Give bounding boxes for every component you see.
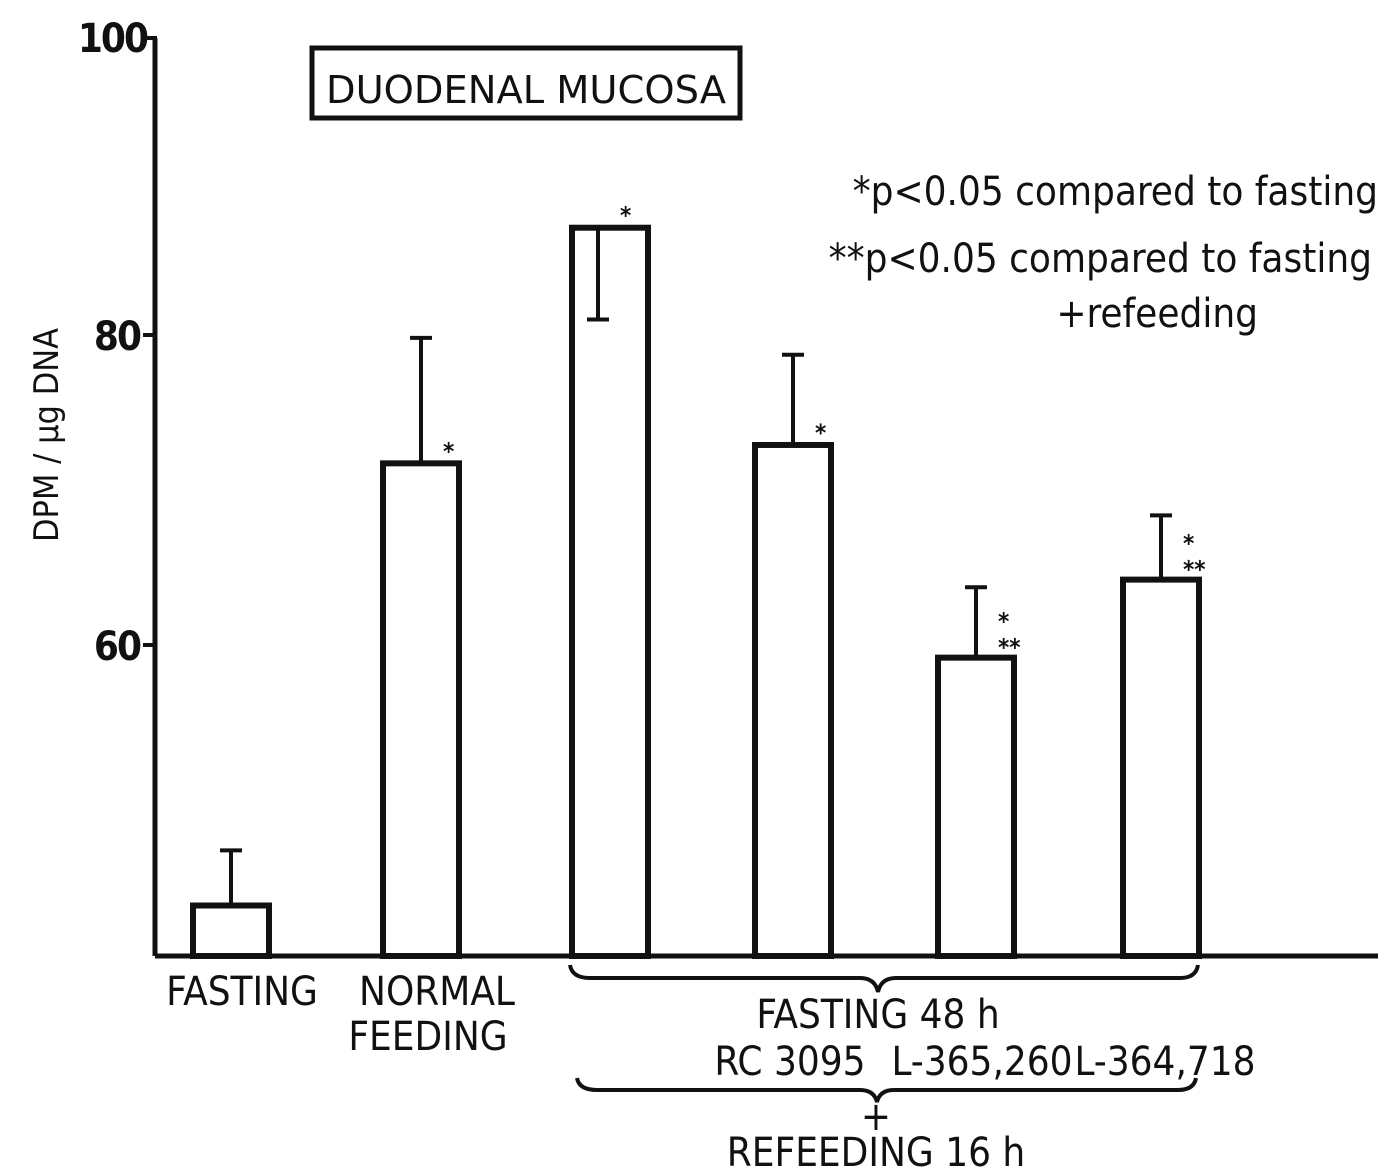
bar-2 <box>569 224 651 960</box>
group-label-fasting-48h: FASTING 48 h <box>756 992 999 1038</box>
y-tick-label-80: 80 <box>94 314 141 360</box>
legend-line-3: +refeeding <box>1056 291 1258 337</box>
bars-group: ********* <box>190 202 1206 960</box>
bar-3 <box>752 441 834 959</box>
group-label-refeeding-16h: REFEEDING 16 h <box>727 1130 1025 1171</box>
top-brace <box>568 964 1200 993</box>
category-label-normal-feeding-line1: NORMAL <box>359 969 515 1015</box>
significance-mark-4-1: ** <box>998 634 1021 662</box>
significance-mark-3-0: * <box>815 419 826 447</box>
legend-line-1: *p<0.05 compared to fasting <box>853 169 1378 215</box>
significance-mark-4-0: * <box>998 608 1009 636</box>
significance-mark-1-0: * <box>443 437 454 465</box>
bar-1 <box>380 460 462 959</box>
category-label-normal-feeding-line2: FEEDING <box>348 1014 507 1060</box>
title-box <box>309 45 743 121</box>
drug-label-l365260: L-365,260 <box>891 1039 1072 1085</box>
y-tick-label-100: 100 <box>78 16 148 62</box>
bottom-brace <box>575 1077 1198 1103</box>
bar-0 <box>190 902 272 960</box>
category-label-fasting: FASTING <box>166 969 318 1015</box>
y-axis-label: DPM / µg DNA <box>27 328 67 542</box>
y-tick-label-60: 60 <box>94 624 141 670</box>
plus-sign: + <box>861 1094 891 1140</box>
drug-label-l364718: L-364,718 <box>1074 1039 1255 1085</box>
chart-title: DUODENAL MUCOSA <box>326 68 727 112</box>
drug-label-rc3095: RC 3095 <box>714 1039 865 1085</box>
significance-mark-5-0: * <box>1183 530 1194 558</box>
significance-mark-2-0: * <box>620 202 631 230</box>
bar-4 <box>935 654 1017 960</box>
bar-5 <box>1120 576 1202 959</box>
significance-mark-5-1: ** <box>1183 556 1206 584</box>
legend-line-2: **p<0.05 compared to fasting <box>829 236 1372 282</box>
